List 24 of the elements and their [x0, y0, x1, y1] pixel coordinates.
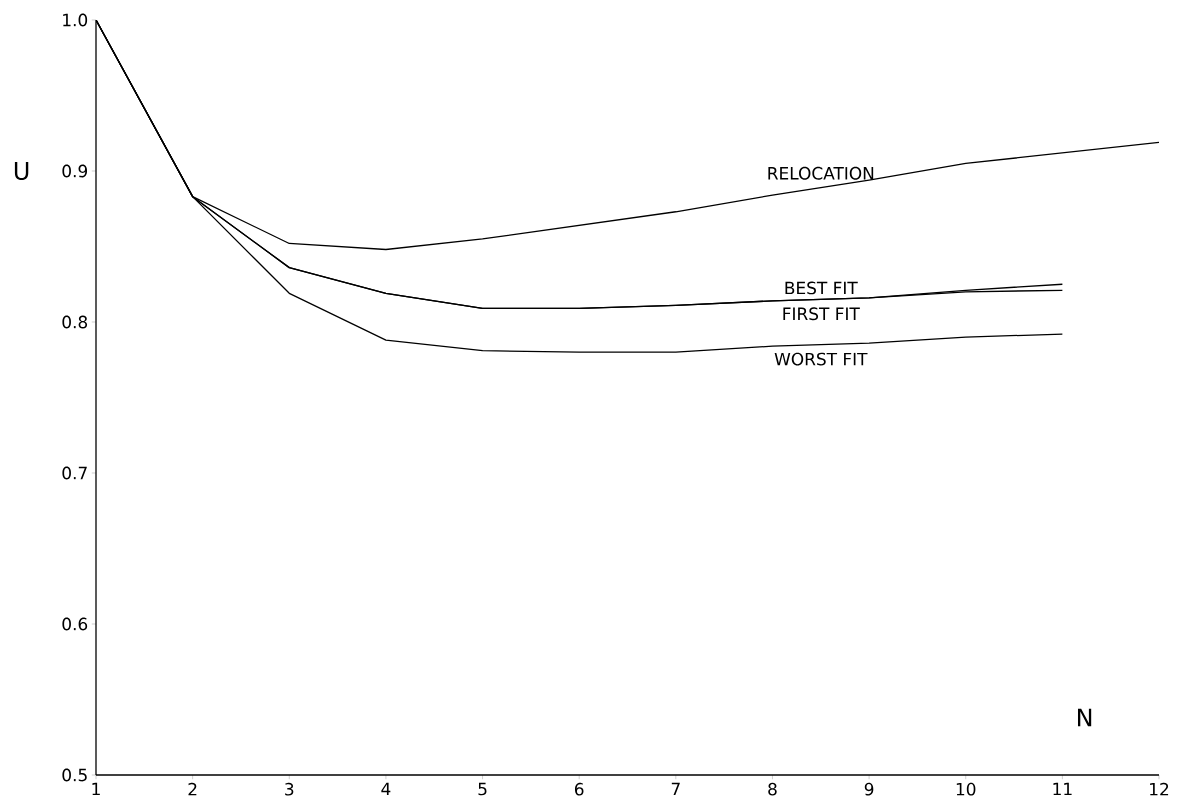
x-tick-label: 8 [768, 782, 777, 796]
x-axis-title: N [1077, 708, 1092, 727]
y-tick-label: 0.8 [62, 315, 88, 329]
x-tick-label: 9 [864, 782, 874, 796]
x-tick-label: 12 [1150, 782, 1169, 796]
x-tick-label: 2 [188, 782, 197, 796]
series-label: RELOCATION [768, 166, 874, 180]
y-tick-label: 0.5 [62, 768, 87, 782]
x-tick-label: 11 [1053, 782, 1072, 796]
x-tick-label: 3 [285, 782, 294, 796]
x-tick-label: 6 [574, 782, 584, 796]
x-tick-label: 4 [381, 782, 391, 796]
series-label: BEST FIT [785, 281, 858, 295]
y-axis-title: U [14, 162, 29, 180]
y-tick-label: 0.7 [62, 466, 87, 480]
x-tick-label: 1 [92, 782, 100, 796]
series-label: FIRST FIT [783, 307, 860, 321]
x-tick-label: 7 [671, 782, 680, 796]
series-label: WORST FIT [774, 352, 868, 366]
y-tick-label: 0.9 [62, 164, 88, 178]
x-tick-label: 5 [478, 782, 487, 796]
y-tick-label: 1.0 [63, 13, 88, 27]
y-tick-label: 0.6 [62, 617, 88, 631]
x-tick-label: 10 [956, 782, 976, 796]
